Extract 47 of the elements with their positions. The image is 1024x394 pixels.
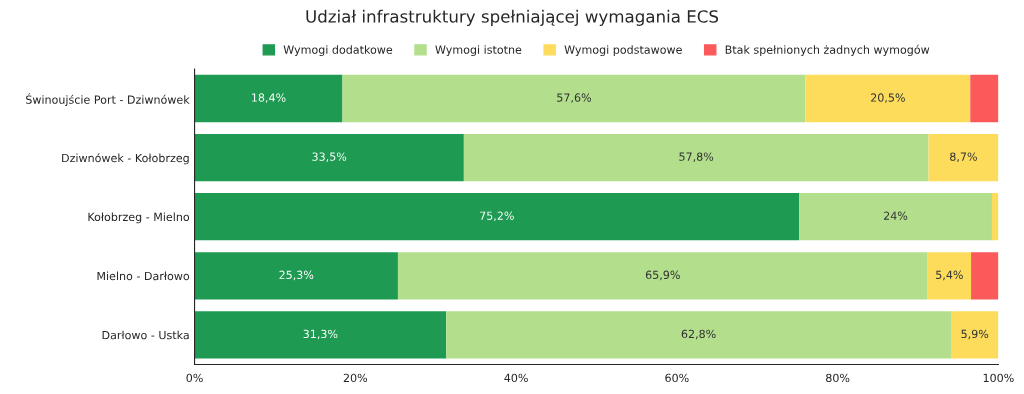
data-label: 31,3%: [303, 329, 338, 340]
legend-label: Wymogi podstawowe: [564, 45, 682, 56]
bar: [194, 311, 447, 359]
data-label: 5,4%: [936, 270, 963, 281]
bar: [928, 133, 999, 182]
data-label: 33,5%: [312, 152, 347, 162]
legend-label: Wymogi istotne: [435, 45, 522, 56]
data-label: 57,6%: [557, 93, 592, 103]
data-label: 8,7%: [950, 152, 977, 162]
bar: [971, 252, 999, 300]
x-tick-label: 40%: [504, 373, 528, 383]
x-tick-label: 80%: [826, 373, 850, 383]
data-label: 18,4%: [252, 93, 286, 103]
y-tick-label: Mielno - Darłowo: [97, 271, 190, 281]
data-label: 75,2%: [480, 211, 514, 222]
bar: [463, 133, 929, 182]
bar: [342, 74, 806, 123]
bar: [194, 74, 343, 123]
data-label: 20,5%: [871, 93, 905, 103]
bar: [446, 311, 951, 359]
y-tick-label: Darłowo - Ustka: [102, 330, 189, 340]
y-tick-label: Dziwnówek - Kołobrzeg: [62, 153, 189, 165]
bar: [805, 74, 971, 123]
x-tick-label: 60%: [665, 373, 689, 383]
x-tick-label: 0%: [186, 373, 203, 383]
bar: [991, 193, 999, 241]
data-label: 25,3%: [279, 270, 314, 281]
y-tick-label: Kołobrzeg - Mielno: [88, 212, 190, 224]
legend-label: Wymogi dodatkowe: [283, 45, 393, 56]
bar: [950, 311, 999, 359]
legend-label: Btak spełnionych żadnych wymogów: [725, 44, 930, 56]
bar: [194, 193, 800, 241]
data-label: 57,8%: [679, 152, 714, 162]
bar: [194, 252, 398, 300]
data-label: 5,9%: [961, 329, 989, 340]
chart-title: Udział infrastruktury spełniającej wymagania ECS: [306, 9, 719, 26]
x-tick-label: 20%: [343, 373, 368, 383]
bar: [799, 193, 992, 241]
bar: [970, 74, 999, 123]
x-tick-label: 100%: [983, 373, 1014, 383]
y-tick-label: Świnoujście Port - Dziwnówek: [26, 93, 190, 106]
bar: [927, 252, 972, 300]
bar: [397, 252, 928, 300]
data-label: 24%: [883, 211, 908, 220]
data-label: 62,8%: [681, 329, 716, 340]
bar: [194, 133, 464, 182]
data-label: 65,9%: [645, 270, 680, 281]
